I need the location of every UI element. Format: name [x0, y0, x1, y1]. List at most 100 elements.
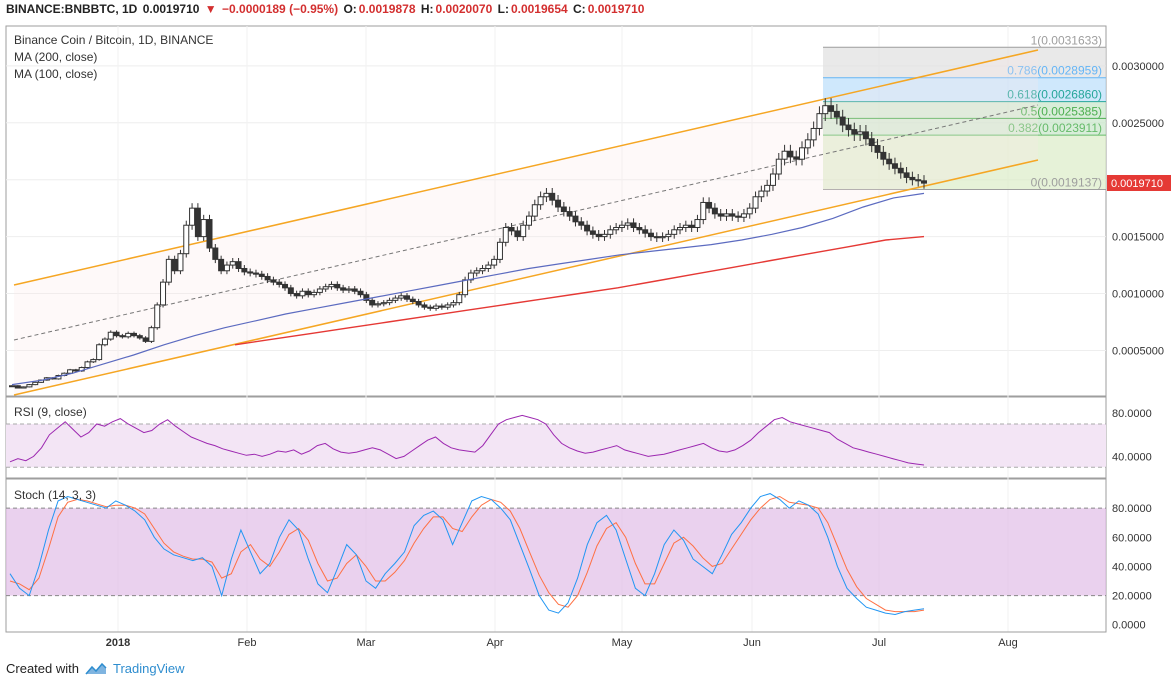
candle-body [177, 253, 184, 272]
candle-body [456, 294, 463, 304]
fib-zone [823, 101, 1106, 119]
price-change: −0.0000189 (−0.95%) [222, 2, 339, 16]
candle-body [421, 304, 428, 308]
candle-body [613, 227, 620, 231]
candle-body [142, 337, 149, 342]
created-with-text: Created with [6, 661, 79, 676]
ma200-legend[interactable]: MA (200, close) [14, 50, 98, 64]
candle-body [305, 290, 312, 296]
candle-body [334, 283, 341, 289]
candle-body [723, 213, 730, 217]
candle-body [543, 192, 550, 198]
candle-body [694, 219, 701, 229]
candle-body [194, 207, 201, 238]
candle-body [351, 288, 358, 292]
candle-body [409, 298, 416, 303]
time-tick-label: Apr [486, 637, 503, 649]
low-value: 0.0019654 [510, 2, 568, 16]
candle-body [769, 173, 776, 186]
candle-body [746, 207, 753, 215]
rsi-tick-label: 80.0000 [1112, 408, 1152, 420]
candle-body [711, 207, 718, 215]
candle-body [828, 105, 835, 112]
candle-body [502, 227, 509, 243]
candle-body [258, 273, 265, 277]
candle-body [752, 196, 759, 209]
ma100-line [11, 192, 925, 386]
candle-body [67, 369, 74, 374]
last-price: 0.0019710 [142, 2, 200, 16]
rsi-line [9, 414, 925, 466]
stoch-tick-label: 80.0000 [1112, 503, 1152, 515]
candle-body [200, 219, 207, 238]
fib-level-label: 0.786(0.0028959) [1007, 64, 1102, 78]
close-label: C: [573, 2, 586, 16]
candle-body [833, 110, 840, 118]
symbol-header: BINANCE:BNBBTC, 1D 0.0019710 ▼ −0.000018… [6, 2, 646, 16]
candle-body [560, 206, 567, 213]
candle-body [183, 224, 190, 255]
candle-body [636, 227, 643, 231]
candle-body [96, 344, 103, 361]
candle-body [404, 295, 411, 300]
candle-body [799, 147, 806, 160]
down-arrow-icon: ▼ [204, 2, 217, 16]
price-tick-label: 0.0005000 [1112, 345, 1164, 357]
candle-body [165, 258, 172, 283]
ma100-legend[interactable]: MA (100, close) [14, 67, 98, 81]
candle-body [671, 229, 678, 235]
candle-body [107, 331, 114, 340]
candle-body [781, 150, 788, 160]
candle-body [212, 247, 219, 260]
candle-body [485, 264, 492, 269]
candle-body [9, 385, 15, 388]
close-value: 0.0019710 [587, 2, 645, 16]
time-tick-label: Aug [998, 637, 1018, 649]
candle-body [282, 283, 289, 289]
price-tick-label: 0.0030000 [1112, 61, 1164, 73]
candle-body [450, 302, 457, 306]
tradingview-brand[interactable]: TradingView [112, 661, 185, 676]
candle-body [328, 283, 335, 288]
stoch-legend[interactable]: Stoch (14, 3, 3) [14, 488, 97, 502]
candle-body [653, 236, 660, 239]
candle-body [340, 287, 347, 291]
chart-title[interactable]: Binance Coin / Bitcoin, 1D, BINANCE [14, 33, 214, 47]
candle-body [531, 204, 538, 217]
candle-body [119, 335, 126, 338]
candle-body [398, 295, 405, 299]
fib-zone [823, 47, 1106, 78]
candle-body [857, 131, 864, 135]
candle-body [438, 305, 445, 308]
candle-body [299, 290, 306, 297]
candle-body [688, 224, 695, 229]
candle-body [363, 294, 370, 301]
rsi-band [6, 424, 1106, 468]
candle-body [160, 281, 167, 306]
candle-body [891, 163, 898, 169]
symbol-name[interactable]: BINANCE:BNBBTC, 1D [6, 2, 138, 16]
time-tick-label: Jun [743, 637, 761, 649]
candle-body [125, 332, 132, 338]
time-tick-label: Jul [872, 637, 886, 649]
candle-body [20, 386, 27, 389]
candle-body [380, 302, 387, 305]
candle-body [862, 131, 869, 140]
candle-body [276, 281, 283, 285]
candle-body [223, 264, 230, 272]
open-label: O: [343, 2, 357, 16]
candle-body [624, 222, 631, 226]
candle-body [287, 287, 294, 295]
stoch-tick-label: 40.0000 [1112, 561, 1152, 573]
open-value: 0.0019878 [358, 2, 416, 16]
stoch-k-line [9, 493, 925, 616]
channel-lower-line [13, 159, 1039, 396]
price-tick-label: 0.0010000 [1112, 289, 1164, 301]
rsi-legend[interactable]: RSI (9, close) [14, 405, 87, 419]
candle-body [677, 227, 684, 231]
candle-body [874, 145, 881, 153]
candle-body [369, 299, 376, 306]
candle-body [851, 129, 858, 135]
candle-body [270, 279, 277, 283]
